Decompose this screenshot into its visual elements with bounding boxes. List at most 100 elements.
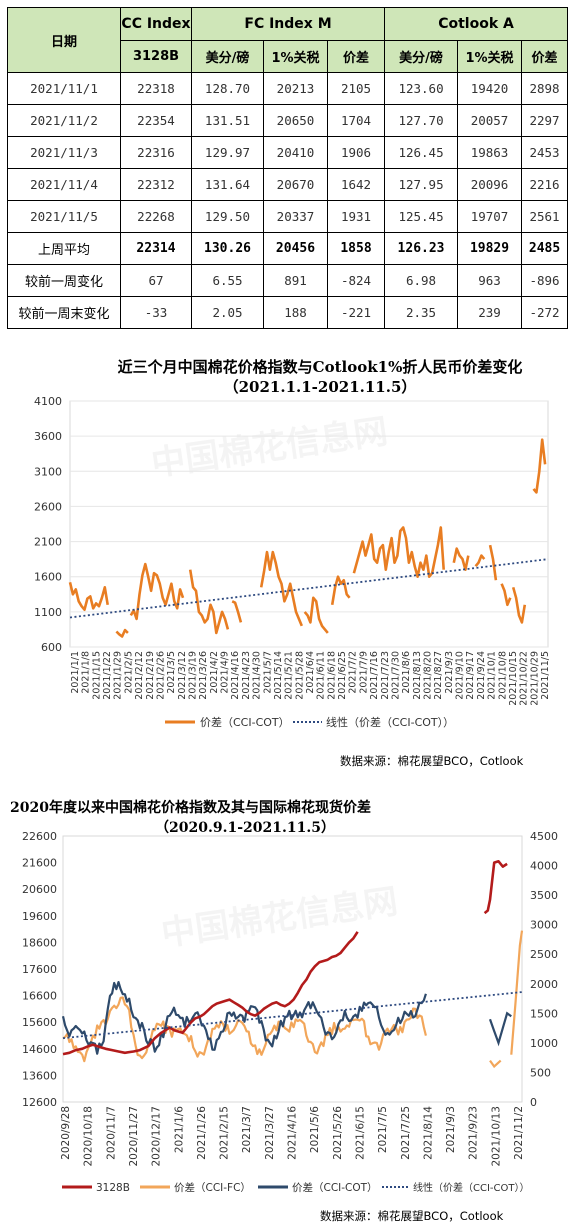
- series-line-cci-fc: [489, 1059, 502, 1069]
- row-fc-usc: 128.70: [191, 72, 264, 105]
- row-fc-usc: 6.55: [191, 264, 264, 297]
- row-cot-tariff: 20057: [457, 104, 523, 137]
- row-cc: 22312: [120, 168, 192, 201]
- x-tick-label: 2021/10/13: [490, 1106, 502, 1167]
- legend-label: 价差（CCI-COT）: [292, 1181, 378, 1194]
- row-fc-usc: 130.26: [191, 232, 264, 265]
- row-cot-spread: 2485: [521, 232, 569, 265]
- x-tick-label: 2021/3/26: [198, 651, 209, 700]
- y-left-tick-label: 15600: [22, 1016, 57, 1029]
- y-left-tick-label: 20600: [22, 883, 57, 896]
- header-cot-sub-tariff: 1%关税: [457, 40, 523, 73]
- y-right-tick-label: 4500: [530, 830, 558, 843]
- x-tick-label: 2021/2/26: [155, 651, 166, 700]
- row-fc-tariff: 20213: [263, 72, 328, 105]
- row-fc-tariff: 20670: [263, 168, 328, 201]
- y-right-tick-label: 3000: [530, 919, 558, 932]
- row-fc-tariff: 20456: [263, 232, 328, 265]
- x-tick-label: 2021/4/2: [209, 651, 220, 694]
- series-line-cci-cot: [259, 550, 304, 627]
- chart1-title: 近三个月中国棉花价格指数与Cotlook1%折人民币价差变化: [117, 358, 523, 376]
- row-fc-usc: 129.50: [191, 200, 264, 233]
- row-cot-tariff: 19707: [457, 200, 523, 233]
- row-date: 较前一周末变化: [7, 296, 121, 329]
- x-tick-label: 2021/5/26: [332, 1106, 344, 1160]
- x-tick-label: 2021/6/11: [316, 651, 327, 700]
- y-tick-label: 600: [41, 641, 62, 654]
- x-tick-label: 2021/3/5: [166, 651, 177, 694]
- row-fc-usc: 131.51: [191, 104, 264, 137]
- x-tick-label: 2021/7/2: [348, 651, 359, 694]
- row-cot-spread: 2453: [521, 136, 569, 169]
- series-line-cci-cot: [500, 583, 512, 607]
- x-tick-label: 2020/12/17: [151, 1106, 163, 1167]
- y-tick-label: 1600: [34, 571, 62, 584]
- series-line-cci-cot: [115, 628, 129, 638]
- chart2-subtitle: （2020.9.1-2021.11.5）: [155, 820, 335, 836]
- x-tick-label: 2021/2/12: [134, 651, 145, 700]
- legend-label: 线性（价差（CCI-COT））: [326, 715, 454, 729]
- header-fc-sub-usc: 美分/磅: [191, 40, 264, 73]
- x-tick-label: 2021/10/22: [519, 651, 530, 706]
- series-line-cci-cot: [488, 1011, 512, 1047]
- header-cc-index: CC Index: [120, 7, 192, 41]
- x-tick-label: 2021/8/20: [423, 651, 434, 700]
- row-date: 较前一周变化: [7, 264, 121, 297]
- x-tick-label: 2021/1/22: [102, 651, 113, 700]
- y-tick-label: 4100: [34, 395, 62, 408]
- header-cot-sub-spread: 价差: [521, 40, 569, 73]
- x-tick-label: 2021/4/16: [287, 1106, 299, 1160]
- row-cot-tariff: 239: [457, 296, 523, 329]
- series-line-cci-cot: [129, 562, 185, 621]
- row-cot-usc: 127.95: [384, 168, 459, 201]
- y-left-tick-label: 16600: [22, 990, 57, 1003]
- y-left-tick-label: 21600: [22, 857, 57, 870]
- row-cot-usc: 123.60: [384, 72, 459, 105]
- x-tick-label: 2021/6/25: [337, 651, 348, 700]
- row-fc-tariff: 20337: [263, 200, 328, 233]
- series-line-cci-cot: [532, 438, 547, 494]
- header-date: 日期: [7, 7, 121, 73]
- x-tick-label: 2021/1/26: [196, 1106, 208, 1160]
- row-cot-usc: 2.35: [384, 296, 459, 329]
- table-row: 2021/11/2 22354 131.51 20650 1704 127.70…: [7, 104, 569, 137]
- y-tick-label: 2100: [34, 536, 62, 549]
- row-fc-tariff: 188: [263, 296, 328, 329]
- x-tick-label: 2021/7/5: [377, 1106, 389, 1153]
- x-tick-label: 2021/5/14: [273, 651, 284, 700]
- series-line-3128b: [62, 931, 359, 1056]
- x-tick-label: 2021/6/4: [305, 651, 316, 694]
- header-cot-sub-usc: 美分/磅: [384, 40, 459, 73]
- x-tick-label: 2021/10/29: [529, 651, 540, 706]
- row-fc-spread: 1704: [326, 104, 386, 137]
- x-tick-label: 2021/7/30: [390, 651, 401, 700]
- header-fc-index-m: FC Index M: [190, 7, 386, 41]
- row-cc: 22354: [120, 104, 192, 137]
- y-left-tick-label: 17600: [22, 963, 57, 976]
- table-header-row-2: 3128B 美分/磅 1%关税 价差 美分/磅 1%关税 价差: [8, 40, 569, 73]
- row-cc: 22316: [120, 136, 192, 169]
- x-tick-label: 2021/8/6: [401, 651, 412, 694]
- row-cc: 22268: [120, 200, 192, 233]
- x-tick-label: 2020/10/18: [83, 1106, 95, 1167]
- x-tick-label: 2021/5/6: [309, 1106, 321, 1153]
- trendline: [69, 558, 549, 619]
- row-date: 2021/11/5: [7, 200, 121, 233]
- x-tick-label: 2021/3/19: [188, 651, 199, 700]
- x-tick-label: 2021/2/19: [145, 651, 156, 700]
- x-tick-label: 2021/6/15: [354, 1106, 366, 1160]
- header-cc-sub: 3128B: [120, 40, 192, 73]
- row-cot-tariff: 20096: [457, 168, 523, 201]
- x-tick-label: 2021/3/27: [264, 1106, 276, 1160]
- row-cot-spread: -272: [521, 296, 569, 329]
- series-line-cci-cot: [330, 575, 351, 606]
- row-cot-spread: 2297: [521, 104, 569, 137]
- row-fc-spread: 1858: [326, 232, 386, 265]
- y-tick-label: 1100: [34, 606, 62, 619]
- row-date: 上周平均: [7, 232, 121, 265]
- row-fc-tariff: 891: [263, 264, 328, 297]
- x-tick-label: 2021/11/5: [540, 651, 551, 700]
- x-tick-label: 2021/4/9: [220, 651, 231, 694]
- x-tick-label: 2021/1/29: [113, 651, 124, 700]
